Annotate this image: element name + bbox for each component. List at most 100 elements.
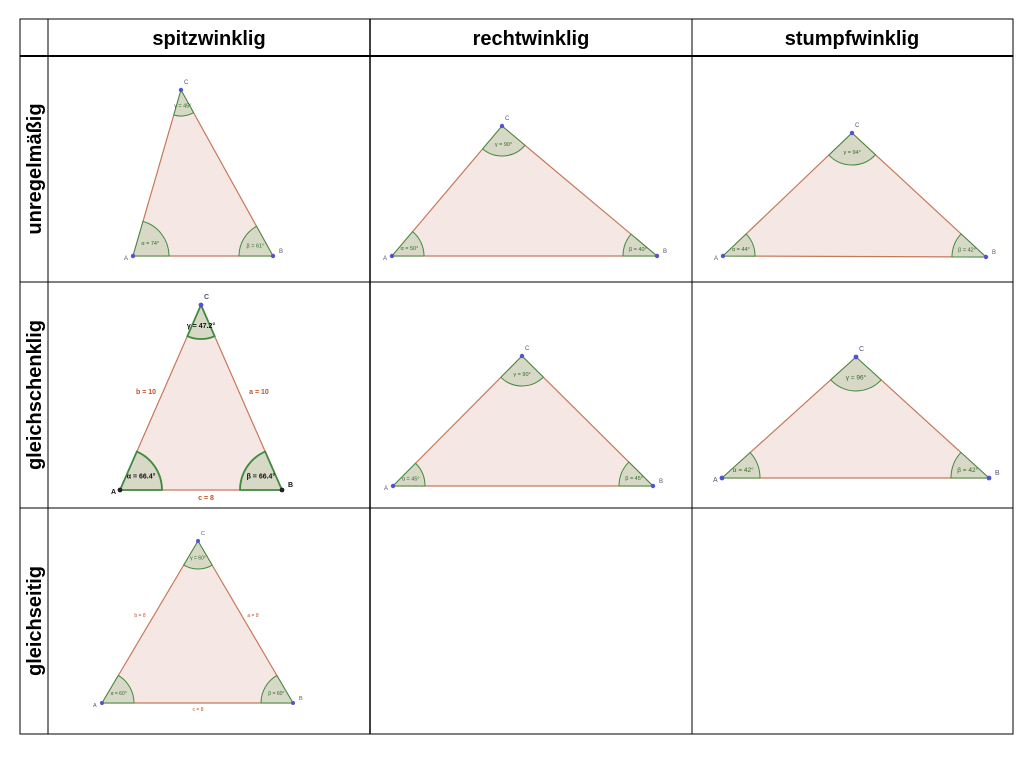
side-c-label: c = 8	[198, 495, 214, 502]
vertex-a-point	[100, 701, 104, 705]
angle-beta-label: β = 42°	[958, 247, 976, 253]
angle-beta-arc	[951, 233, 988, 258]
angle-beta-arc	[622, 233, 659, 257]
angle-gamma-arc	[173, 88, 195, 117]
angle-gamma-label: γ = 94°	[843, 150, 860, 156]
angle-alpha-label: α = 44°	[732, 247, 750, 253]
angle-alpha-label: α = 60°	[111, 691, 127, 697]
vertex-c-point	[849, 130, 855, 136]
angle-gamma-label: γ = 96°	[846, 374, 867, 382]
vertex-a-point	[720, 253, 726, 259]
angle-alpha-label: α = 50°	[401, 246, 419, 252]
angle-alpha-arc	[721, 233, 756, 257]
table-grid	[19, 18, 1014, 735]
angle-gamma-label: γ = 90°	[495, 142, 512, 148]
vertex-b-label: B	[995, 470, 1000, 477]
angle-beta-arc	[239, 450, 284, 491]
triangle-r1-c2: α = 42° β = 42° γ = 96° A B C	[713, 346, 1000, 484]
angle-alpha-label: α = 45°	[402, 477, 420, 483]
angle-beta-arc	[950, 451, 991, 479]
angle-beta-label: β = 40°	[629, 247, 647, 253]
triangle-body	[720, 356, 991, 479]
angle-gamma-label: γ = 60°	[190, 556, 206, 562]
vertex-a-label: A	[93, 703, 97, 709]
vertex-a-label: A	[713, 477, 718, 484]
vertex-a-point	[117, 487, 123, 493]
angle-gamma-arc	[830, 356, 882, 392]
angle-alpha-arc	[391, 462, 426, 487]
angle-beta-label: β = 61°	[247, 244, 265, 250]
vertex-a-point	[389, 253, 395, 259]
vertex-a-point	[719, 475, 725, 481]
vertex-c-label: C	[505, 116, 510, 122]
vertex-a-label: A	[714, 256, 718, 262]
vertex-b-label: B	[299, 696, 303, 702]
angle-gamma-arc	[183, 540, 213, 570]
vertex-b-point	[983, 254, 989, 260]
side-a-label: a = 10	[249, 389, 269, 396]
triangle-r2-c0: α = 60° β = 60° γ = 60° c = 8 a = 8 b = 8 A B C	[93, 531, 303, 713]
angle-gamma-arc	[186, 302, 216, 340]
angle-alpha-label: α = 42°	[733, 466, 754, 474]
triangle-body	[390, 125, 659, 257]
vertex-b-label: B	[279, 249, 283, 255]
vertex-b-point	[986, 475, 992, 481]
vertex-b-label: B	[992, 250, 996, 256]
angle-beta-label: β = 60°	[268, 691, 284, 697]
vertex-a-label: A	[383, 256, 387, 262]
angle-alpha-arc	[101, 674, 135, 704]
angle-beta-label: β = 45°	[625, 476, 643, 482]
vertex-c-label: C	[184, 80, 189, 86]
angle-gamma-label: γ = 90°	[513, 372, 530, 378]
triangle-body	[119, 303, 283, 491]
vertex-b-label: B	[288, 482, 293, 489]
triangle-r0-c1: α = 50° β = 40° γ = 90° A B C	[383, 116, 667, 262]
vertex-a-point	[390, 483, 396, 489]
triangle-r1-c1: α = 45° β = 45° γ = 90° A B C	[384, 346, 663, 492]
angle-gamma-arc	[481, 125, 526, 157]
angle-gamma-label: γ = 45°	[174, 103, 191, 109]
angle-beta-label: β = 66.4°	[247, 473, 276, 481]
angle-beta-arc	[260, 674, 294, 704]
row-header-unregelmaessig: unregelmäßig	[24, 103, 46, 234]
angle-alpha-arc	[390, 230, 425, 257]
side-b-label: b = 8	[134, 613, 145, 619]
angle-gamma-arc	[500, 355, 545, 387]
triangle-r0-c2: α = 44° β = 42° γ = 94° A B C	[714, 123, 996, 262]
triangle-body	[100, 539, 295, 704]
vertex-c-point	[196, 539, 200, 543]
triangle-r1-c0: α = 66.4° β = 66.4° γ = 47.2° c = 8 a = 10 b …	[111, 294, 293, 502]
angle-alpha-arc	[132, 220, 170, 257]
angle-alpha-arc	[720, 451, 761, 479]
side-a-label: a = 8	[247, 613, 258, 619]
vertex-c-label: C	[201, 531, 205, 537]
side-b-label: b = 10	[136, 389, 156, 396]
triangles-layer: α = 74° β = 61° γ = 45° A B Cα = 50° β = 40° γ …	[93, 80, 1000, 713]
vertex-c-point	[198, 302, 204, 308]
vertex-c-point	[499, 123, 505, 129]
vertex-b-point	[650, 483, 656, 489]
vertex-b-point	[279, 487, 285, 493]
triangle-r0-c0: α = 74° β = 61° γ = 45° A B C	[124, 80, 283, 262]
angle-beta-label: β = 42°	[957, 466, 978, 474]
vertex-c-label: C	[525, 346, 530, 352]
triangle-body	[391, 355, 655, 487]
angle-alpha-arc	[118, 450, 163, 491]
vertex-c-point	[853, 354, 859, 360]
angle-alpha-label: α = 74°	[141, 241, 159, 247]
column-header-spitzwinklig: spitzwinklig	[152, 28, 265, 50]
vertex-b-label: B	[663, 249, 667, 255]
angle-beta-arc	[238, 225, 274, 257]
vertex-b-point	[654, 253, 660, 259]
vertex-c-label: C	[855, 123, 860, 129]
vertex-a-label: A	[111, 489, 116, 496]
angle-beta-arc	[618, 461, 655, 487]
vertex-c-point	[178, 87, 184, 93]
triangle-body	[132, 88, 275, 257]
column-header-stumpfwinklig: stumpfwinklig	[785, 28, 919, 50]
vertex-a-label: A	[124, 256, 128, 262]
vertex-b-label: B	[659, 479, 663, 485]
side-c-label: c = 8	[193, 707, 204, 713]
row-header-gleichschenklig: gleichschenklig	[24, 320, 46, 470]
